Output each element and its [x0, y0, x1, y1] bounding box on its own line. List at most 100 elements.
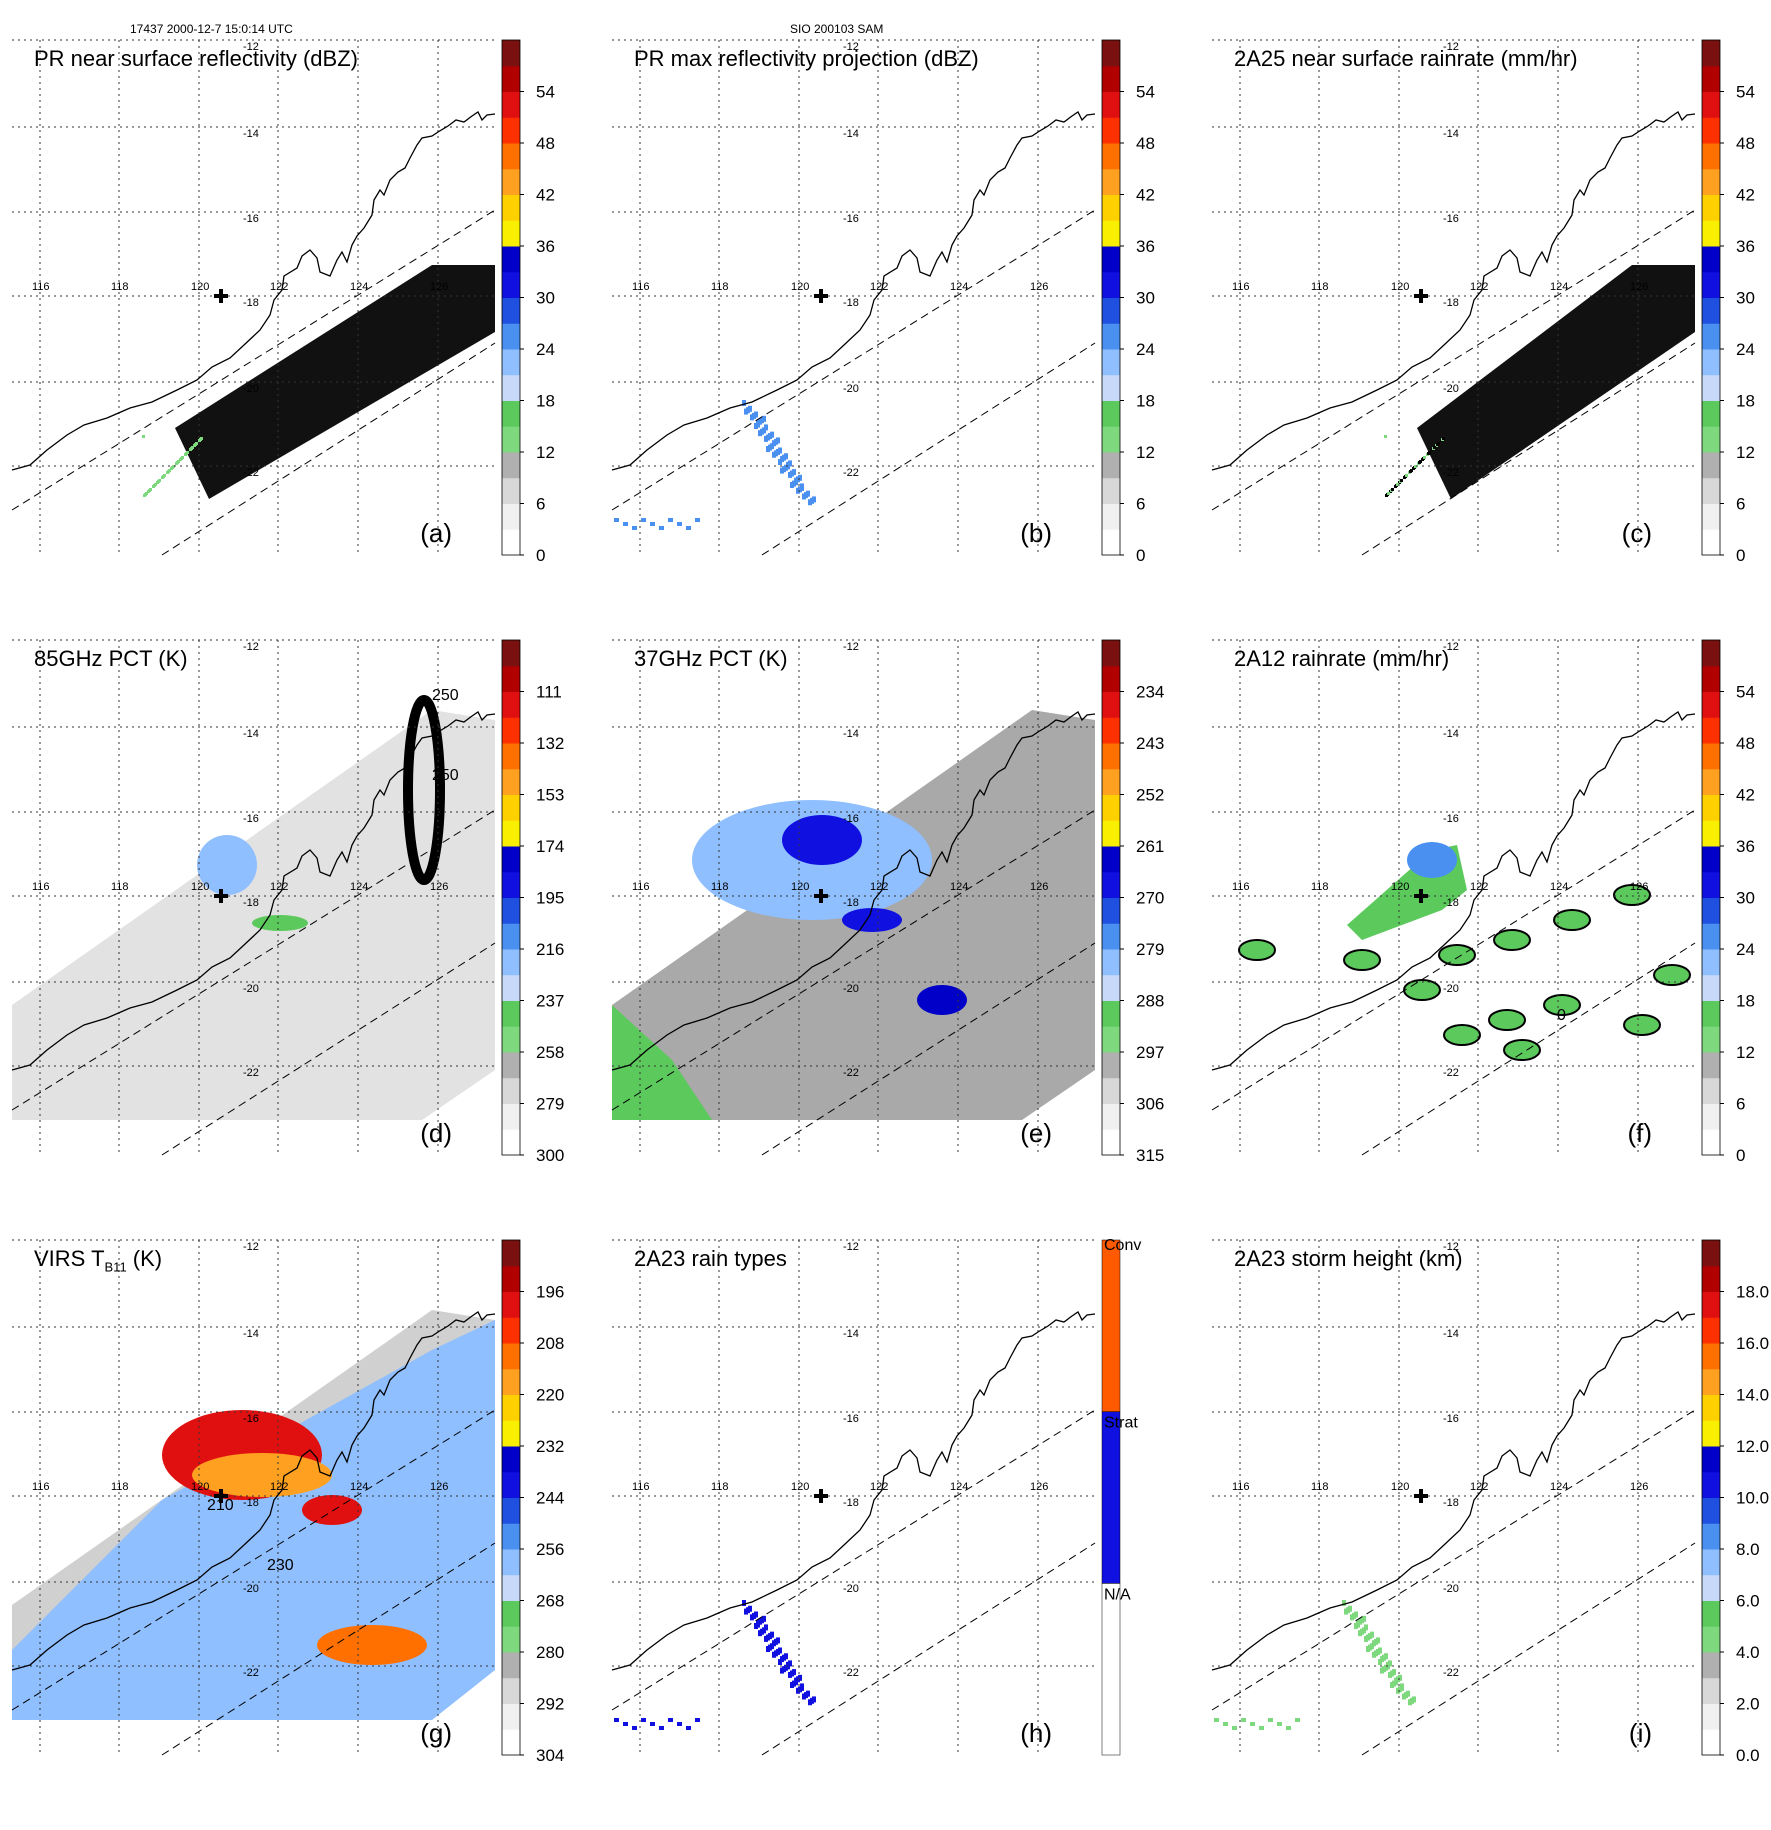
lon-tick-label: 126 [430, 1481, 448, 1493]
colorbar-segment [502, 717, 520, 744]
colorbar-segment [502, 1240, 520, 1267]
rain-pixel [186, 451, 189, 454]
rain-pixel [677, 522, 682, 526]
colorbar-segment [502, 1420, 520, 1447]
plus-icon [1414, 889, 1428, 903]
colorbar-segment [1102, 117, 1120, 144]
colorbar-segment [1102, 949, 1120, 976]
colorbar-segment [1702, 871, 1720, 898]
panel-title: 85GHz PCT (K) [34, 646, 188, 671]
rain-pixel [784, 1653, 788, 1660]
colorbar-tick-label: 8.0 [1736, 1540, 1760, 1559]
lon-tick-label: 120 [191, 281, 209, 293]
colorbar-tick-label: 18 [1736, 992, 1755, 1011]
lon-tick-label: 122 [1470, 281, 1488, 293]
colorbar-segment [502, 503, 520, 530]
lat-tick-label: -22 [843, 1067, 859, 1079]
lat-tick-label: -20 [1443, 1583, 1459, 1595]
colorbar-tick-label: 54 [1136, 83, 1155, 102]
colorbar-tick-label: 48 [1136, 134, 1155, 153]
rain-region [1438, 944, 1476, 966]
colorbar-segment [1702, 1240, 1720, 1267]
colorbar-tick-label: 12 [1736, 1043, 1755, 1062]
rain-pixel [614, 518, 619, 522]
rain-pixel [191, 446, 194, 449]
rain-pixel [1214, 1718, 1219, 1722]
lon-tick-label: 120 [791, 1481, 809, 1493]
rain-pixel [792, 469, 796, 476]
lon-tick-label: 116 [1232, 1481, 1250, 1493]
chart-f: 116 118 120 122 124 126 -12 -14 -16 -18 -20 -22 0 0 6 1… [1211, 639, 1755, 1165]
colorbar-category-label: Conv [1104, 1237, 1141, 1254]
cold-cloud-top [192, 1453, 332, 1497]
lat-tick-label: -12 [1443, 641, 1459, 653]
lat-tick-label: -18 [243, 297, 259, 309]
colorbar-segment [1702, 1368, 1720, 1395]
rain-region [1238, 939, 1276, 961]
lon-tick-label: 124 [350, 1481, 368, 1493]
colorbar-tick-label: 24 [536, 340, 555, 359]
swath-edge [161, 1542, 496, 1756]
lon-tick-label: 118 [1311, 881, 1329, 893]
grid-layer [1212, 639, 1695, 1155]
colorbar-tick-label: 244 [536, 1489, 564, 1508]
panel-label: (b) [1020, 518, 1052, 548]
rain-pixel [181, 456, 184, 459]
lat-tick-label: -18 [1443, 297, 1459, 309]
colorbar-segment [1702, 691, 1720, 718]
rain-pixel [756, 421, 760, 428]
panel-e: 116 118 120 122 124 126 -12 -14 -16 -18 -20 -22 315 3… [611, 639, 1202, 1230]
colorbar-segment [1102, 143, 1120, 170]
rain-pixel [623, 1722, 628, 1726]
colorbar-segment [502, 665, 520, 692]
rain-pixel [1406, 1690, 1410, 1697]
colorbar-segment [502, 1077, 520, 1104]
swath-edge [161, 342, 496, 556]
coastline [611, 1311, 1096, 1671]
rain-pixel [1384, 1653, 1388, 1660]
colorbar-segment [502, 452, 520, 479]
colorbar-segment [1702, 297, 1720, 324]
swath-edge [761, 942, 1096, 1156]
lat-tick-label: -14 [1443, 728, 1459, 740]
rain-region [1623, 1014, 1661, 1036]
lat-tick-label: -12 [1443, 1241, 1459, 1253]
swath-edge [761, 342, 1096, 556]
colorbar-tick-label: 42 [1736, 786, 1755, 805]
colorbar-tick-label: 12 [536, 443, 555, 462]
rain-region [1443, 1024, 1481, 1046]
lon-tick-label: 126 [1030, 881, 1048, 893]
rain-pixel [762, 1615, 766, 1622]
coastline [11, 111, 496, 471]
colorbar-tick-label: 54 [536, 83, 555, 102]
colorbar-segment [502, 323, 520, 350]
colorbar-tick-label: 280 [536, 1643, 564, 1662]
lon-tick-label: 124 [950, 881, 968, 893]
colorbar-segment [1102, 426, 1120, 453]
lon-tick-label: 116 [32, 281, 50, 293]
cold-cloud-top [317, 1625, 427, 1665]
field-layer [12, 695, 495, 1120]
colorbar-segment [1702, 1652, 1720, 1679]
colorbar-segment [502, 168, 520, 195]
rain-pixel [800, 484, 804, 491]
colorbar-segment [1102, 297, 1120, 324]
colorbar-tick-label: 42 [536, 186, 555, 205]
field-layer [614, 400, 816, 530]
rain-pixel [806, 490, 810, 497]
lon-tick-label: 126 [430, 281, 448, 293]
coastline [11, 1311, 496, 1671]
colorbar-segment [1102, 349, 1120, 376]
colorbar-tick-label: 6 [1736, 495, 1745, 514]
contour-label: 250 [432, 687, 459, 704]
case-header: SIO 200103 SAM [790, 22, 884, 36]
colorbar-tick-label: 48 [1736, 734, 1755, 753]
rain-pixel [1410, 469, 1413, 472]
grid-layer [1212, 39, 1695, 555]
colorbar-segment [1102, 1026, 1120, 1053]
colorbar-tick-label: 220 [536, 1386, 564, 1405]
colorbar-segment [502, 1729, 520, 1756]
panel-h: 116 118 120 122 124 126 -12 -14 -16 -18 -20 -22 N/A S… [611, 1237, 1202, 1830]
colorbar-d: 300 279 258 237 216 195 174 153 132 111 [501, 639, 564, 1165]
rain-pixel [798, 474, 802, 481]
